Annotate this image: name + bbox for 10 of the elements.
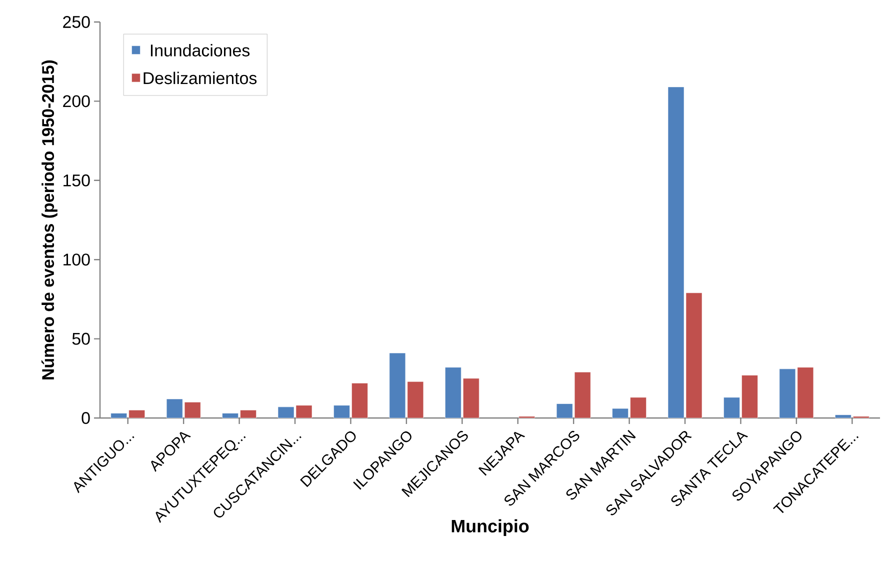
y-axis-title: Número de eventos (periodo 1950-2015)	[41, 60, 58, 380]
y-tick-label: 200	[63, 95, 90, 108]
y-tick-label: 250	[63, 16, 90, 28]
legend-label: Deslizamientos	[144, 72, 257, 84]
legend-label: Inundaciones	[150, 44, 250, 56]
y-tick-label: 0	[82, 412, 90, 424]
y-tick-label: 50	[72, 332, 90, 345]
y-tick-label: 100	[64, 254, 90, 266]
y-tick-label: 150	[64, 174, 90, 186]
x-axis-title: Muncipio	[452, 519, 529, 536]
